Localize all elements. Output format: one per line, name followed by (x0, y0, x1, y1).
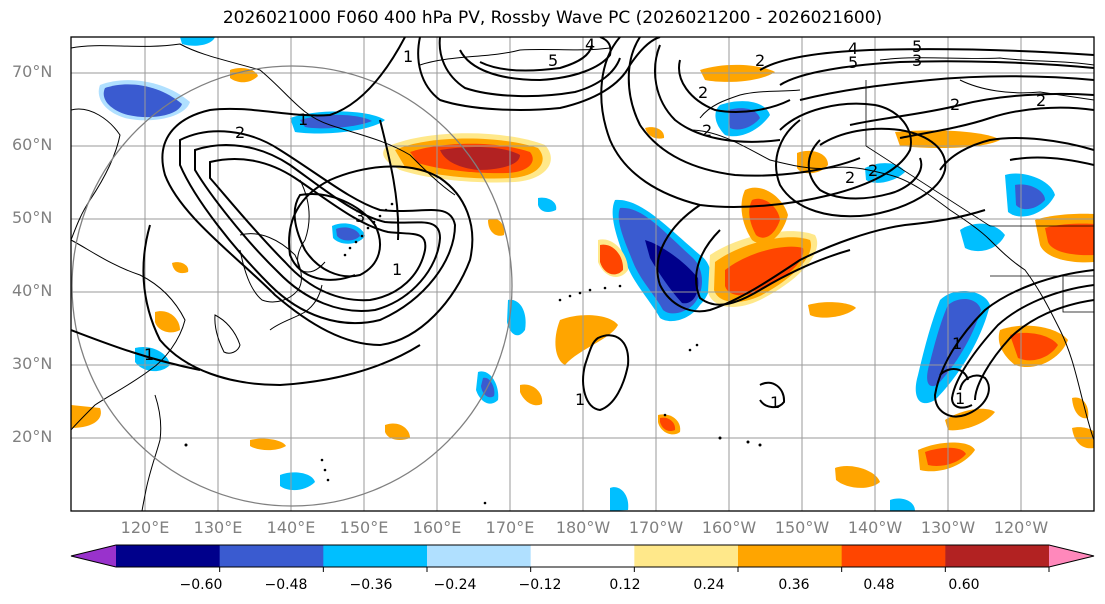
colorbar-swatch (634, 545, 739, 567)
colorbar-tick-label: 0.36 (778, 577, 810, 593)
colorbar-tick-label: 0.60 (948, 577, 980, 593)
contour-label: 1 (298, 110, 308, 129)
colorbar-swatch (427, 545, 532, 567)
colorbar-tick-label: 0.24 (693, 577, 725, 593)
contour-label: 5 (548, 51, 558, 70)
contour-label: 1 (575, 390, 585, 409)
boundaries (865, 80, 1094, 313)
contour-label: 1 (144, 345, 154, 364)
islands (184, 202, 762, 505)
lon-label-140w: 140°W (847, 518, 903, 537)
colorbar-swatch (323, 545, 428, 567)
lon-label-150w: 150°W (774, 518, 830, 537)
contour-label-group: 1 1 2 3 1 4 5 2 2 2 4 5 5 3 2 2 2 2 1 1 … (144, 35, 1046, 412)
lat-label-50n: 50°N (12, 208, 53, 227)
colorbar-swatch (841, 545, 946, 567)
lon-label-120e: 120°E (120, 518, 170, 537)
colorbar-tick-label: −0.48 (264, 577, 308, 593)
lon-label-130w: 130°W (920, 518, 976, 537)
colorbar-tick-label: −0.12 (518, 577, 562, 593)
lon-label-130e: 130°E (193, 518, 243, 537)
contour-label: 1 (955, 389, 965, 408)
pv-contours (71, 37, 1094, 418)
contour-label: 3 (912, 51, 922, 70)
contour-label: 2 (868, 161, 878, 180)
lat-label-30n: 30°N (12, 354, 53, 373)
lon-label-170w: 170°W (628, 518, 684, 537)
colorbar-tick-label: 0.12 (609, 577, 641, 593)
contour-label: 4 (848, 39, 858, 58)
colorbar-left-extension (71, 545, 116, 567)
colorbar-tick-label: −0.36 (349, 577, 393, 593)
reference-circle (71, 65, 513, 507)
contour-label: 2 (235, 123, 245, 142)
lon-label-150e: 150°E (339, 518, 389, 537)
map-title: 2026021000 F060 400 hPa PV, Rossby Wave … (222, 8, 883, 28)
colorbar-swatch (530, 545, 635, 567)
map-plot-area: 1 1 2 3 1 4 5 2 2 2 4 5 5 3 2 2 2 2 1 1 … (71, 35, 1094, 511)
lon-label-120w: 120°W (993, 518, 1049, 537)
lon-label-140e: 140°E (266, 518, 316, 537)
contour-label: 1 (392, 260, 402, 279)
lat-label-20n: 20°N (12, 427, 53, 446)
contour-label: 2 (702, 121, 712, 140)
contour-label: 2 (755, 51, 765, 70)
colorbar-right-extension (1049, 545, 1094, 567)
contour-label: 1 (770, 393, 780, 412)
lat-label-70n: 70°N (12, 62, 53, 81)
lat-label-60n: 60°N (12, 135, 53, 154)
lon-label-170e: 170°E (485, 518, 535, 537)
contour-label: 5 (912, 37, 922, 56)
colorbar-swatch (945, 545, 1050, 567)
lon-label-160e: 160°E (412, 518, 462, 537)
colorbar-swatch (738, 545, 843, 567)
contour-label: 2 (950, 95, 960, 114)
colorbar-tick-label: −0.24 (433, 577, 477, 593)
negative-pv-anomalies (98, 37, 1055, 511)
contour-label: 5 (848, 53, 858, 72)
colorbar-tick-label: 0.48 (863, 577, 895, 593)
colorbar (70, 544, 1095, 572)
contour-label: 2 (1036, 91, 1046, 110)
map-frame (70, 36, 1095, 512)
lon-label-160w: 160°W (701, 518, 757, 537)
contour-label: 1 (952, 334, 962, 353)
contour-label: 4 (585, 35, 595, 54)
lat-label-40n: 40°N (12, 281, 53, 300)
lon-label-180w: 180°W (555, 518, 611, 537)
contour-label: 2 (845, 168, 855, 187)
colorbar-tick-label: −0.60 (179, 577, 223, 593)
contour-label: 1 (403, 47, 413, 66)
contour-label: 2 (698, 83, 708, 102)
colorbar-swatch (219, 545, 324, 567)
contour-label: 3 (355, 207, 365, 226)
colorbar-swatch (116, 545, 221, 567)
